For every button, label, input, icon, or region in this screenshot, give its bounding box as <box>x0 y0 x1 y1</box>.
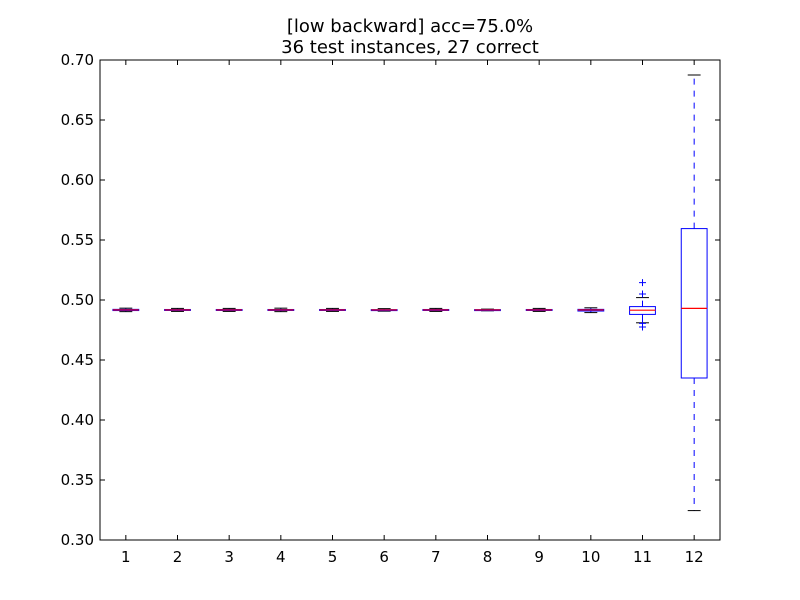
box-5 <box>319 307 346 312</box>
outlier-point <box>639 319 646 327</box>
x-tick-label: 2 <box>173 548 183 566</box>
y-tick-label: 0.70 <box>61 51 94 69</box>
x-tick-label: 6 <box>379 548 389 566</box>
y-tick-label: 0.30 <box>61 531 94 549</box>
x-axis: 1 2 3 4 5 6 7 8 9 10 11 12 <box>121 60 704 566</box>
y-tick-label: 0.60 <box>61 171 94 189</box>
box-9 <box>525 307 553 312</box>
y-axis: 0.30 0.35 0.40 0.45 0.50 0.55 0.60 0.65 0.70 <box>61 51 720 549</box>
box-12 <box>680 74 708 512</box>
plot-marks <box>112 74 708 512</box>
y-tick-label: 0.65 <box>61 111 94 129</box>
y-tick-label: 0.55 <box>61 231 94 249</box>
box-rect <box>680 228 708 379</box>
x-tick-label: 10 <box>581 548 600 566</box>
chart-title: [low backward] acc=75.0% <box>287 16 533 37</box>
x-tick-label: 5 <box>328 548 338 566</box>
y-tick-label: 0.40 <box>61 411 94 429</box>
x-tick-label: 9 <box>534 548 544 566</box>
x-tick-label: 8 <box>483 548 493 566</box>
box-4 <box>267 307 295 313</box>
x-tick-label: 1 <box>121 548 131 566</box>
outlier-point <box>639 279 646 287</box>
x-tick-label: 12 <box>685 548 704 566</box>
box-6 <box>370 308 398 312</box>
box-7 <box>422 307 450 312</box>
x-tick-label: 3 <box>224 548 234 566</box>
box-10 <box>577 307 605 314</box>
box-1 <box>112 307 140 313</box>
chart-subtitle: 36 test instances, 27 correct <box>281 37 539 58</box>
box-3 <box>215 307 243 312</box>
x-tick-label: 11 <box>633 548 652 566</box>
plot-frame <box>99 59 721 541</box>
x-tick-label: 4 <box>276 548 286 566</box>
y-tick-label: 0.35 <box>61 471 94 489</box>
y-tick-label: 0.50 <box>61 291 94 309</box>
box-11 <box>629 279 656 331</box>
x-tick-label: 7 <box>431 548 441 566</box>
box-8 <box>474 308 501 312</box>
box-2 <box>164 307 191 312</box>
outlier-point <box>639 290 646 298</box>
y-tick-label: 0.45 <box>61 351 94 369</box>
